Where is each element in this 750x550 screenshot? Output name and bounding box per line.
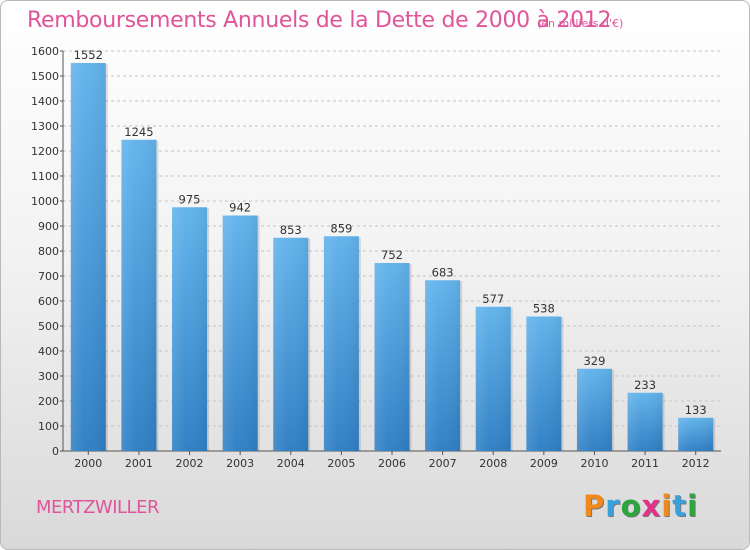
data-label: 329 [583, 354, 605, 368]
data-label: 233 [634, 378, 656, 392]
bar-highlight [627, 392, 663, 451]
proxiti-logo: Proxiti [583, 489, 698, 523]
commune-name: MERTZWILLER [36, 497, 159, 518]
data-label: 942 [229, 201, 251, 215]
x-tick-label: 2008 [479, 457, 507, 470]
y-tick-label: 800 [38, 245, 59, 258]
data-label: 1245 [124, 125, 153, 139]
x-tick-label: 2002 [176, 457, 204, 470]
bar-highlight [475, 306, 511, 451]
bar-highlight [273, 237, 309, 451]
bar-highlight [678, 417, 714, 451]
data-label: 577 [482, 292, 504, 306]
bar-highlight [425, 280, 461, 451]
y-tick-label: 900 [38, 220, 59, 233]
logo-letter: P [583, 489, 606, 523]
logo-letter: r [605, 489, 621, 523]
y-tick-label: 1400 [31, 95, 59, 108]
bar-highlight [222, 215, 258, 451]
y-tick-label: 300 [38, 370, 59, 383]
y-tick-label: 1300 [31, 120, 59, 133]
data-label: 683 [432, 265, 454, 279]
y-tick-label: 700 [38, 270, 59, 283]
bar-highlight [526, 316, 562, 451]
bar-chart: 0 100 200 300 400 500 600 700 800 900 1000 1100 1200… [31, 45, 721, 470]
bar-highlight [121, 139, 157, 451]
logo-letter: i [661, 489, 673, 523]
x-tick-label: 2009 [530, 457, 558, 470]
x-tick-label: 2003 [226, 457, 254, 470]
y-tick-label: 1000 [31, 195, 59, 208]
bar-highlight [323, 236, 359, 451]
logo-letter: t [672, 489, 688, 523]
y-tick-label: 400 [38, 345, 59, 358]
x-tick-label: 2004 [277, 457, 305, 470]
y-tick-label: 1100 [31, 170, 59, 183]
data-label: 859 [330, 221, 352, 235]
bar-highlight [576, 368, 612, 451]
bar-highlight [70, 63, 106, 451]
bar-highlight [172, 207, 208, 451]
data-label: 538 [533, 302, 555, 316]
x-tick-label: 2006 [378, 457, 406, 470]
x-tick-label: 2011 [631, 457, 659, 470]
logo-letter: x [641, 489, 662, 523]
data-label: 853 [280, 223, 302, 237]
y-tick-label: 200 [38, 395, 59, 408]
y-tick-label: 100 [38, 420, 59, 433]
data-label: 133 [685, 403, 707, 417]
logo-letter: o [620, 489, 642, 523]
chart-title: Remboursements Annuels de la Dette de 20… [27, 8, 612, 33]
chart-subtitle: (en milliers d'€) [537, 17, 624, 30]
x-tick-label: 2005 [327, 457, 355, 470]
data-label: 1552 [74, 48, 103, 62]
logo-letter: i [687, 489, 699, 523]
x-tick-label: 2000 [74, 457, 102, 470]
bar-highlight [374, 263, 410, 451]
x-tick-label: 2007 [429, 457, 457, 470]
y-tick-label: 600 [38, 295, 59, 308]
x-tick-label: 2012 [682, 457, 710, 470]
x-tick-label: 2001 [125, 457, 153, 470]
y-tick-label: 1600 [31, 45, 59, 58]
y-tick-label: 1200 [31, 145, 59, 158]
y-tick-label: 1500 [31, 70, 59, 83]
x-tick-label: 2010 [580, 457, 608, 470]
y-tick-label: 0 [52, 445, 59, 458]
data-label: 752 [381, 248, 403, 262]
data-label: 975 [179, 192, 201, 206]
y-tick-label: 500 [38, 320, 59, 333]
